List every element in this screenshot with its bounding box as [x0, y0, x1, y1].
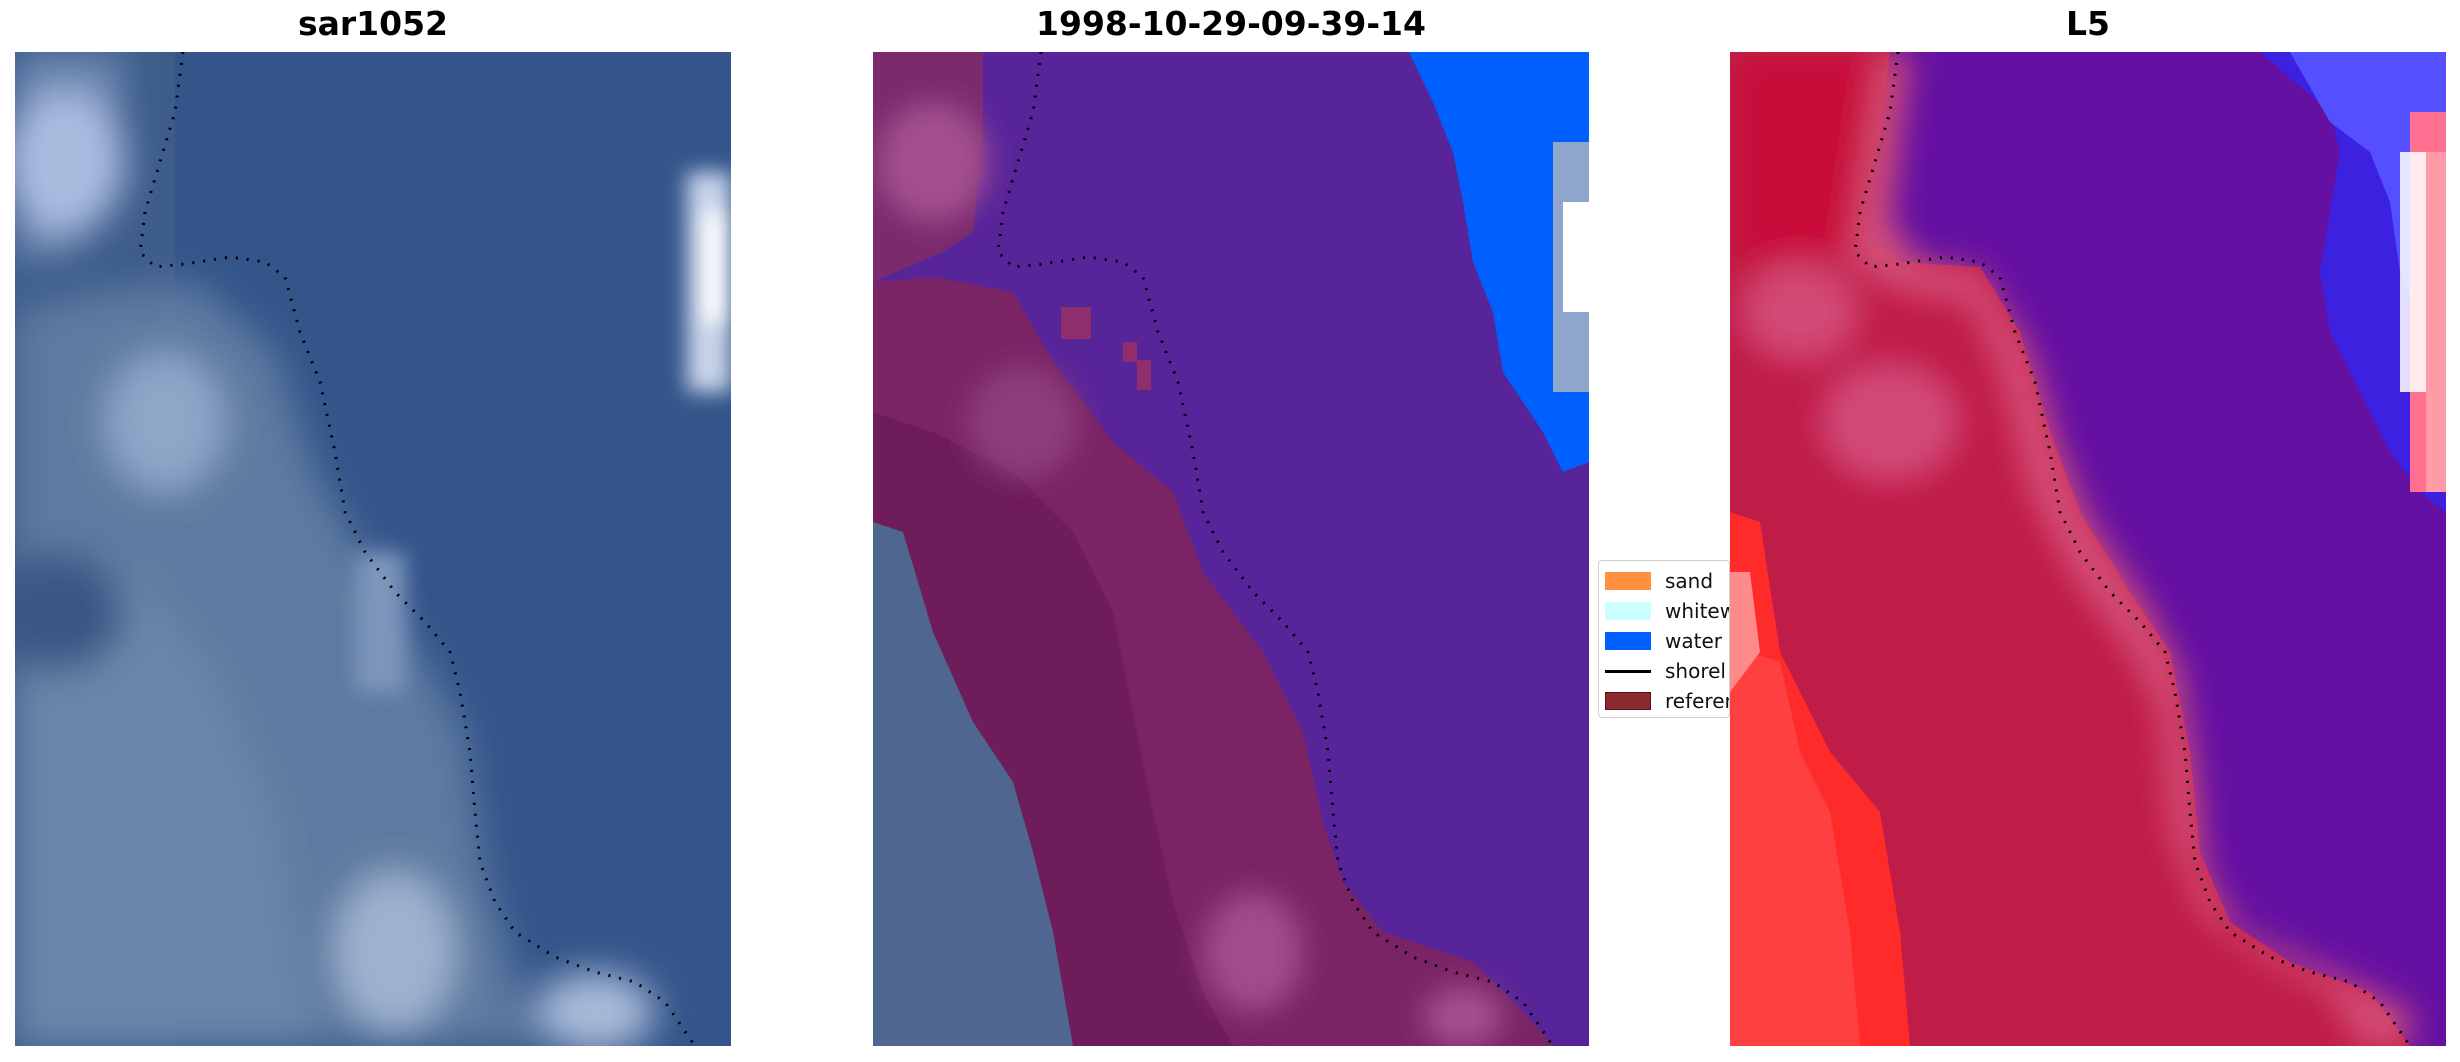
- legend-swatch-sand: [1605, 572, 1651, 590]
- panel-title-rgb: sar1052: [297, 4, 449, 43]
- classified-image: [873, 52, 1589, 1046]
- legend-label-sand: sand: [1665, 569, 1714, 593]
- legend: sand whitew water shorel referer: [1598, 560, 1730, 718]
- legend-label-shoreline: shorel: [1665, 659, 1726, 683]
- l5-image-panel: [1730, 52, 2446, 1046]
- legend-item-reference: referer: [1605, 689, 1730, 713]
- legend-item-whitewater: whitew: [1605, 599, 1730, 623]
- legend-item-water: water: [1605, 629, 1722, 653]
- legend-line-shoreline: [1605, 669, 1651, 673]
- classified-image-panel: [873, 52, 1589, 1046]
- legend-item-shoreline: shorel: [1605, 659, 1726, 683]
- panel-title-classified: 1998-10-29-09-39-14: [1036, 4, 1426, 43]
- panel-title-l5: L5: [2066, 4, 2110, 43]
- legend-swatch-water: [1605, 632, 1651, 650]
- rgb-satellite-image: [15, 52, 731, 1046]
- rgb-image-panel: [15, 52, 731, 1046]
- legend-label-water: water: [1665, 629, 1722, 653]
- legend-label-reference: referer: [1665, 689, 1730, 713]
- legend-swatch-whitewater: [1605, 602, 1651, 620]
- legend-swatch-reference: [1605, 692, 1651, 710]
- l5-map-image: [1730, 52, 2446, 1046]
- legend-item-sand: sand: [1605, 569, 1713, 593]
- legend-label-whitewater: whitew: [1665, 599, 1730, 623]
